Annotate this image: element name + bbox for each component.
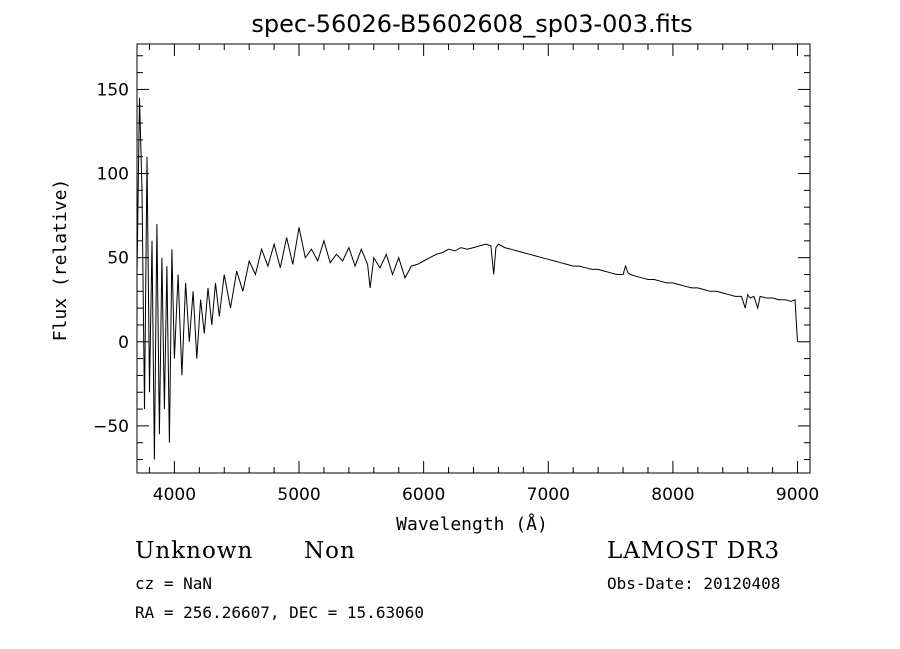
x-axis-label: Wavelength (Å) [396,513,548,535]
x-tick-label: 8000 [651,485,694,505]
axis-tick-labels: 4000 5000 6000 7000 8000 9000 −50 0 50 100 150 [93,80,819,505]
redshift-text: cz = NaN [135,574,213,593]
plot-frame [136,43,811,474]
coordinates-text: RA = 256.26607, DEC = 15.63060 [135,603,424,622]
chart-title: spec-56026-B5602608_sp03-003.fits [251,10,692,38]
x-tick-label: 7000 [527,485,570,505]
x-tick-label: 4000 [153,485,196,505]
y-tick-label: 50 [107,249,129,269]
object-class: Unknown [135,538,254,564]
y-tick-label: −50 [93,417,129,437]
survey-name: LAMOST DR3 [607,538,781,564]
y-axis-label: Flux (relative) [50,179,71,342]
x-tick-label: 5000 [277,485,320,505]
y-tick-label: 100 [97,165,129,185]
object-subclass: Non [304,538,356,564]
spectrum-line [136,97,798,460]
y-tick-label: 150 [97,80,129,100]
y-tick-label: 0 [118,333,129,353]
data-layer [136,97,798,460]
x-tick-label: 9000 [776,485,819,505]
axis-ticks [137,44,810,473]
x-tick-label: 6000 [402,485,445,505]
obs-date-text: Obs-Date: 20120408 [607,574,781,593]
